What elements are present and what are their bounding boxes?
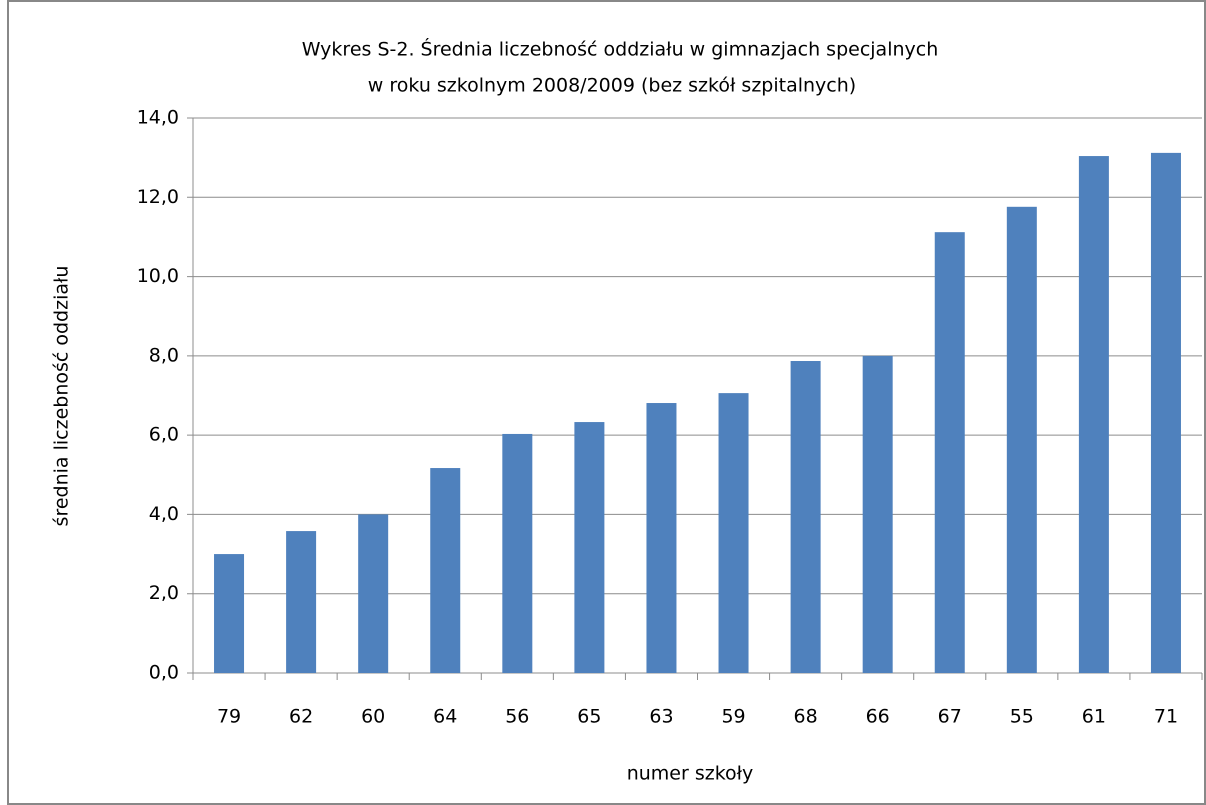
y-tick-label: 14,0 [137,107,179,129]
bar [1006,206,1037,674]
y-tick-label: 6,0 [149,424,179,446]
bar [862,355,893,673]
bar [646,403,677,673]
x-tick-label: 63 [649,706,673,728]
chart-frame [7,0,1206,805]
bar [214,554,245,673]
x-tick-label: 64 [433,706,457,728]
bar [358,514,389,673]
x-tick-label: 66 [866,706,890,728]
bar [574,422,605,673]
bar [1078,156,1109,674]
x-tick-label: 61 [1082,706,1106,728]
chart-subtitle: w roku szkolnym 2008/2009 (bez szkół szp… [368,75,856,97]
x-tick-label: 65 [577,706,601,728]
y-tick-label: 2,0 [149,582,179,604]
x-tick-label: 60 [361,706,385,728]
bar [286,531,317,673]
x-tick-label: 71 [1154,706,1178,728]
y-tick-label: 0,0 [149,662,179,684]
x-tick-label: 59 [721,706,745,728]
y-tick-label: 10,0 [137,265,179,287]
x-tick-label: 62 [289,706,313,728]
bar [934,232,965,673]
bar [790,361,821,673]
bar [430,468,461,673]
chart-title: Wykres S-2. Średnia liczebność oddziału … [302,37,939,61]
y-tick-label: 8,0 [149,344,179,366]
x-tick-label: 67 [938,706,962,728]
x-axis-label: numer szkoły [627,763,754,785]
bar [502,433,533,673]
bar [1150,152,1181,673]
x-tick-label: 55 [1010,706,1034,728]
y-axis-label: średnia liczebność oddziału [51,266,73,527]
x-tick-label: 79 [217,706,241,728]
y-tick-label: 12,0 [137,186,179,208]
x-tick-label: 56 [505,706,529,728]
bar [718,393,749,673]
y-tick-label: 4,0 [149,503,179,525]
x-tick-label: 68 [794,706,818,728]
